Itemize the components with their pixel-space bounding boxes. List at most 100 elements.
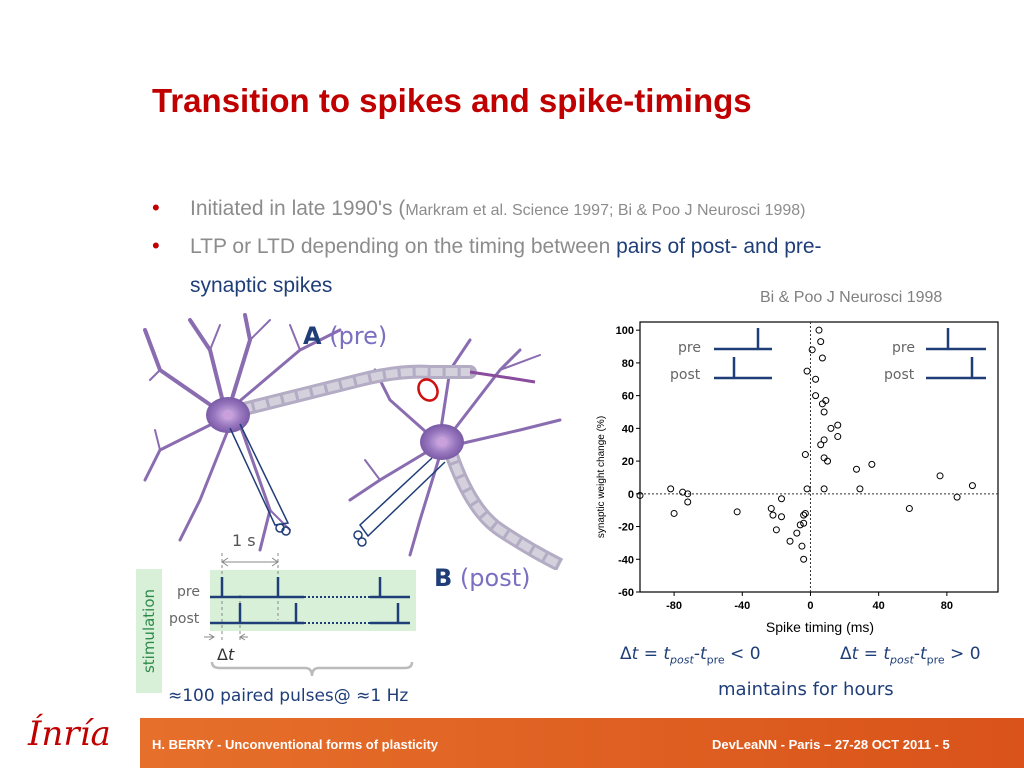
inria-logo: Ínría [28,714,111,754]
formula-ltd: Δt = tpost-tpre < 0 [620,644,761,666]
y-tick-label: 0 [628,489,634,501]
data-point [670,509,678,517]
chart-ylabel: synaptic weight change (%) [596,416,607,538]
f1-t2: t [699,644,707,664]
data-point [936,472,944,480]
inset-left-pre: pre [678,340,701,356]
paired-pulses-label: ≈100 paired pulses@ ≈1 Hz [168,686,409,706]
data-point [834,433,842,441]
stimulation-label-box [136,569,162,693]
slide-title: Transition to spikes and spike-timings [152,82,752,119]
stim-post-label: post [169,611,200,627]
bullet-2-main: LTP or LTD depending on the timing betwe… [190,235,617,258]
bullet-2-highlight: pairs of post- and pre- [616,235,822,258]
neuron-a-label: A (pre) [303,322,387,350]
data-point [812,392,820,400]
data-point [968,482,976,490]
data-point [801,451,809,459]
data-point [786,537,794,545]
f2-sub-post: post [890,653,914,667]
y-tick-label: 100 [616,325,634,337]
data-point [905,505,913,513]
stimulation-diagram [204,553,414,677]
data-point [817,441,825,449]
y-tick-label: 40 [622,423,634,435]
f2-t1: t [883,644,891,664]
data-point [793,529,801,537]
f1-sub-pre: pre [706,653,725,667]
data-point [803,367,811,375]
interval-label: 1 s [232,531,256,550]
delta-t-var: t [227,645,235,664]
f1-eq: = [638,644,664,664]
data-point [824,457,832,465]
f1-t1: t [663,644,671,664]
x-tick-label: -40 [734,600,750,612]
f1-delta: Δ [620,644,632,664]
bullet-marker: • [152,195,160,220]
delta-t-label: Δt [217,645,234,664]
footer-left-text: H. BERRY - Unconventional forms of plast… [152,737,439,752]
f2-t2: t [919,644,927,664]
data-point [834,421,842,429]
data-point [777,513,785,521]
x-tick-label: 0 [807,600,813,612]
data-point [818,400,826,408]
f2-sub-pre: pre [926,653,945,667]
data-point [820,485,828,493]
data-point [815,326,823,334]
f2-eq: = [858,644,884,664]
inset-spike-diagrams [714,328,986,380]
data-point [820,408,828,416]
data-point [817,338,825,346]
neuron-a-text: (pre) [321,322,388,350]
f1-t: t [631,644,639,664]
footer-right-text: DevLeaNN - Paris – 27-28 OCT 2011 - 5 [712,737,950,752]
data-point [820,436,828,444]
stim-pre-label: pre [177,584,200,600]
inset-right-pre: pre [892,340,915,356]
figure-citation: Bi & Poo J Neurosci 1998 [760,289,943,306]
bullet-1: Initiated in late 1990's (Markram et al.… [190,197,806,221]
data-point [801,509,809,517]
data-point [820,454,828,462]
x-tick-label: 80 [941,600,953,612]
data-point [800,519,808,527]
y-tick-label: -40 [618,554,634,566]
data-point [827,424,835,432]
data-point [868,460,876,468]
data-point [796,521,804,529]
data-point [853,465,861,473]
y-tick-label: -20 [618,522,634,534]
y-tick-label: -60 [618,587,634,599]
neuron-b-label: B (post) [434,564,530,592]
data-point [767,505,775,513]
y-tick-label: 60 [622,391,634,403]
f2-minus: - [913,644,920,664]
y-tick-label: 20 [622,456,634,468]
bullet-1-ref: Markram et al. Science 1997; Bi & Poo J … [405,202,806,219]
data-point [777,495,785,503]
data-point [772,526,780,534]
data-point [856,485,864,493]
x-tick-label: 40 [873,600,885,612]
bullet-1-main: Initiated in late 1990's ( [190,197,406,220]
chart-axes: -60 -40 -20 0 20 40 60 80 100 -80 -40 0 40 80 [616,321,999,612]
data-point [812,375,820,383]
maintains-label: maintains for hours [718,679,894,700]
stdp-scatter-chart: -60 -40 -20 0 20 40 60 80 100 -80 -40 0 40 80 synapti… [596,321,999,635]
stimulation-background [210,570,416,631]
inset-right-post: post [884,367,915,383]
formula-ltp: Δt = tpost-tpre > 0 [840,644,981,666]
data-point [684,490,692,498]
delta-symbol: Δ [217,645,228,664]
f1-rel: < 0 [724,644,761,664]
data-point [733,508,741,516]
data-point [818,354,826,362]
f1-minus: - [693,644,700,664]
y-tick-label: 80 [622,358,634,370]
footer-bar [0,718,1024,768]
neuron-illustration [143,313,564,570]
f2-rel: > 0 [944,644,981,664]
f2-delta: Δ [840,644,852,664]
